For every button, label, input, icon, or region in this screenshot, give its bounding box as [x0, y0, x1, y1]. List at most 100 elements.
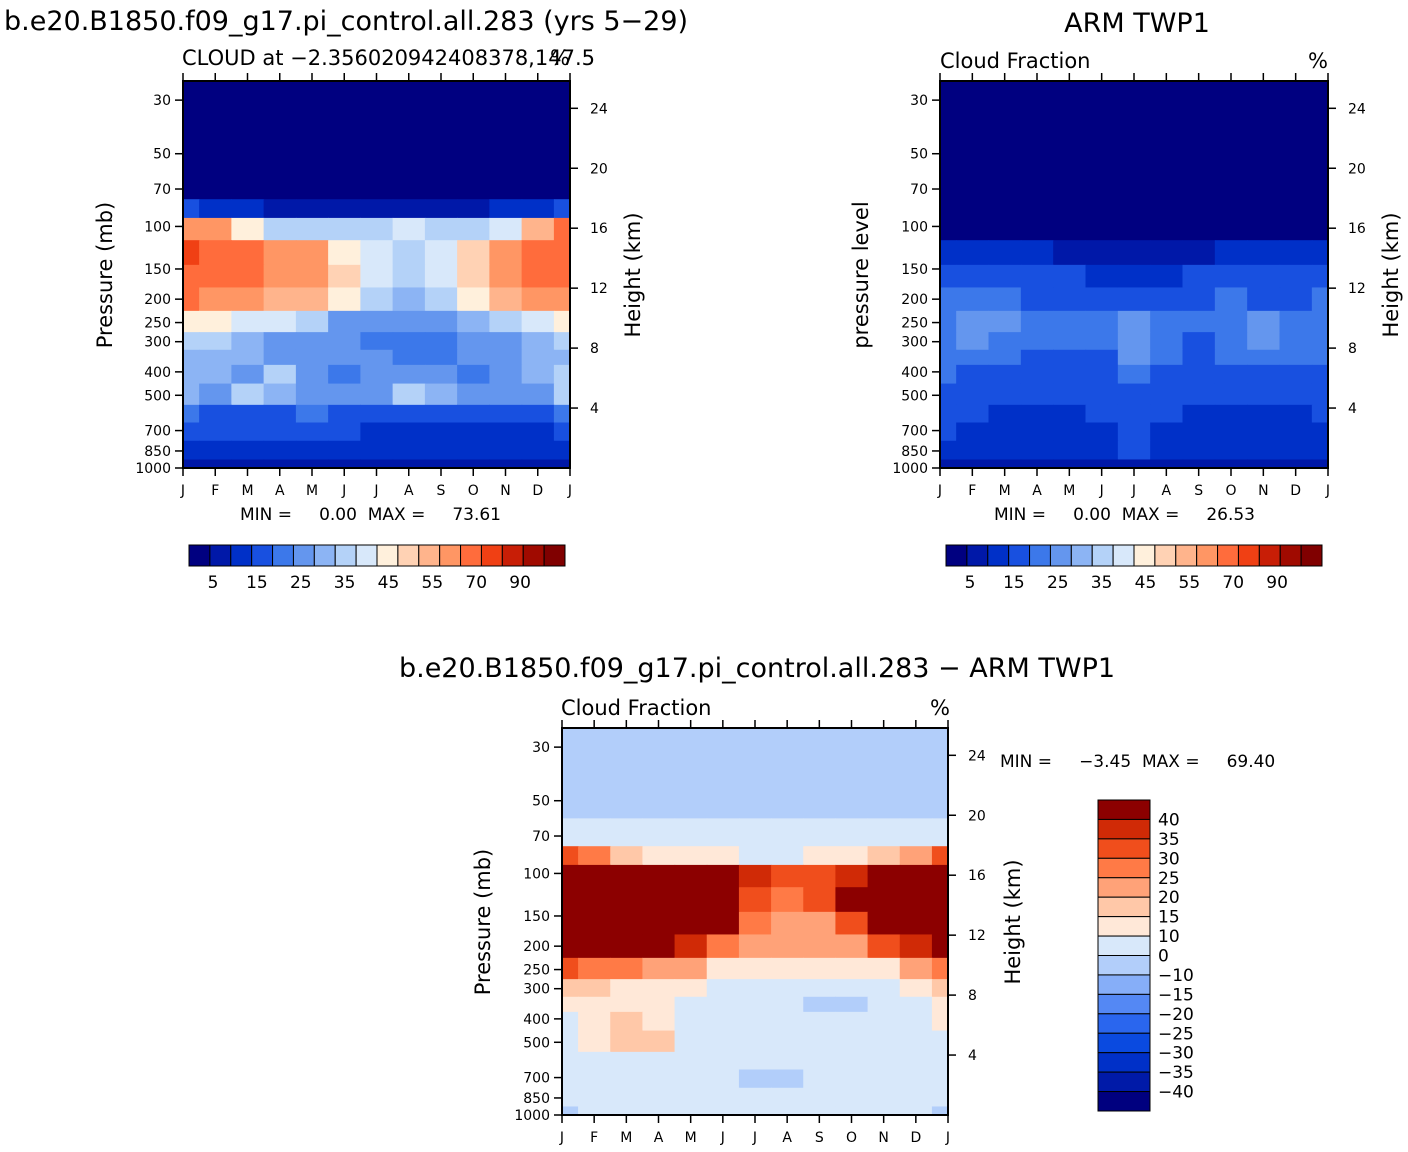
model-colorbar-swatch	[251, 544, 274, 567]
obs-heatmap-cell	[940, 287, 957, 312]
model-heatmap-cell	[199, 117, 232, 172]
obs-heatmap-cell	[988, 81, 1022, 118]
diff-heatmap-cell	[803, 1011, 837, 1032]
diff-heatmap-cell	[931, 979, 949, 998]
obs-colorbar-swatch	[1300, 544, 1323, 567]
diff-heatmap-cell	[738, 979, 772, 998]
model-heatmap-cell	[553, 287, 571, 312]
model-heatmap-cell	[360, 404, 394, 424]
obs-heatmap-cell	[1311, 117, 1329, 172]
model-y-tick-label: 50	[153, 147, 171, 163]
obs-heatmap-cell	[988, 459, 1022, 469]
model-heatmap-cell	[295, 287, 329, 312]
model-colorbar-swatch	[334, 544, 357, 567]
obs-heatmap-cell	[1247, 240, 1281, 266]
model-heatmap-cell	[328, 240, 361, 266]
diff-heatmap-cell	[771, 979, 804, 998]
model-heatmap-cell	[424, 349, 458, 366]
diff-heatmap-cell	[835, 764, 869, 819]
obs-heatmap-cell	[988, 217, 1022, 241]
diff-heatmap-cell	[610, 1011, 644, 1032]
diff-heatmap-cell	[738, 911, 772, 936]
diff-heatmap-cell	[899, 1011, 933, 1032]
diff-heatmap-cell	[931, 1106, 949, 1116]
model-heatmap-cell	[457, 349, 490, 366]
model-y2-tick-label: 20	[590, 161, 608, 177]
model-heatmap-cell	[457, 422, 490, 442]
model-heatmap-cell	[263, 240, 297, 266]
model-heatmap-cell	[295, 459, 329, 469]
model-heatmap-cell	[328, 310, 361, 333]
obs-x-tick-label: J	[1131, 483, 1136, 499]
model-heatmap-cell	[199, 349, 232, 366]
model-heatmap-cell	[521, 310, 555, 333]
obs-heatmap-cell	[1150, 171, 1184, 200]
diff-heatmap-cell	[578, 728, 611, 765]
model-heatmap-cell	[199, 383, 232, 406]
obs-heatmap-cell	[1182, 422, 1216, 442]
model-colorbar-swatch	[209, 544, 232, 567]
diff-heatmap-cell	[803, 957, 837, 980]
diff-heatmap-cell	[674, 934, 708, 959]
model-heatmap-cell	[553, 171, 571, 200]
obs-heatmap-cell	[1214, 199, 1248, 219]
model-heatmap-cell	[295, 81, 329, 118]
obs-heatmap-cell	[1085, 364, 1119, 385]
obs-colorbar-swatch	[1279, 544, 1302, 567]
model-heatmap-cell	[199, 81, 232, 118]
obs-heatmap-cell	[1053, 364, 1087, 385]
obs-heatmap-cell	[1279, 81, 1313, 118]
obs-x-tick-label: D	[1290, 483, 1301, 499]
obs-heatmap-cell	[1311, 440, 1329, 461]
obs-unit-label: %	[1308, 49, 1328, 73]
model-heatmap-cell	[392, 287, 426, 312]
model-heatmap-cell	[489, 349, 523, 366]
model-y-tick-label: 300	[144, 335, 171, 351]
diff-x-tick-label: A	[782, 1130, 792, 1146]
model-heatmap-cell	[424, 404, 458, 424]
diff-heatmap-cell	[867, 1030, 901, 1053]
model-colorbar-swatch	[397, 544, 420, 567]
model-heatmap-cell	[424, 440, 458, 461]
diff-heatmap-cell	[803, 818, 837, 847]
diff-heatmap-cell	[562, 818, 579, 847]
diff-heatmap-cell	[835, 1106, 869, 1116]
obs-heatmap-cell	[1020, 310, 1054, 333]
model-heatmap-cell	[295, 171, 329, 200]
diff-y-tick-label: 200	[523, 939, 550, 955]
diff-heatmap-cell	[610, 887, 644, 913]
obs-heatmap-cell	[956, 332, 990, 351]
model-heatmap-cell	[231, 349, 265, 366]
obs-heatmap-cell	[1279, 240, 1313, 266]
model-colorbar-swatch	[439, 544, 462, 567]
model-colorbar-label: 35	[334, 573, 356, 593]
diff-heatmap-cell	[562, 1011, 579, 1032]
obs-heatmap-cell	[1085, 287, 1119, 312]
obs-colorbar-label: 25	[1047, 573, 1069, 593]
obs-heatmap-cell	[1053, 404, 1087, 424]
model-heatmap-cell	[231, 364, 265, 385]
obs-heatmap-cell	[1020, 349, 1054, 366]
obs-heatmap-cell	[1117, 404, 1151, 424]
model-heatmap-cell	[553, 332, 571, 351]
obs-heatmap-cell	[1053, 199, 1087, 219]
model-heatmap-cell	[360, 332, 394, 351]
model-y2-axis-label: Height (km)	[621, 212, 645, 337]
model-x-tick-label: D	[532, 483, 543, 499]
model-heatmap-cell	[553, 383, 571, 406]
diff-y2-tick-label: 24	[968, 748, 986, 764]
model-heatmap-cell	[424, 364, 458, 385]
model-heatmap-cell	[328, 117, 361, 172]
diff-heatmap-cell	[803, 1106, 837, 1116]
model-heatmap-cell	[183, 440, 200, 461]
model-heatmap-cell	[360, 199, 394, 219]
model-heatmap-cell	[489, 264, 523, 289]
obs-heatmap-cell	[1182, 199, 1216, 219]
diff-heatmap-cell	[642, 979, 676, 998]
obs-heatmap-cell	[1117, 217, 1151, 241]
model-x-tick-label: F	[211, 483, 219, 499]
diff-heatmap-cell	[578, 887, 611, 913]
obs-heatmap-cell	[956, 310, 990, 333]
obs-heatmap-cell	[956, 364, 990, 385]
diff-heatmap-cell	[771, 911, 804, 936]
